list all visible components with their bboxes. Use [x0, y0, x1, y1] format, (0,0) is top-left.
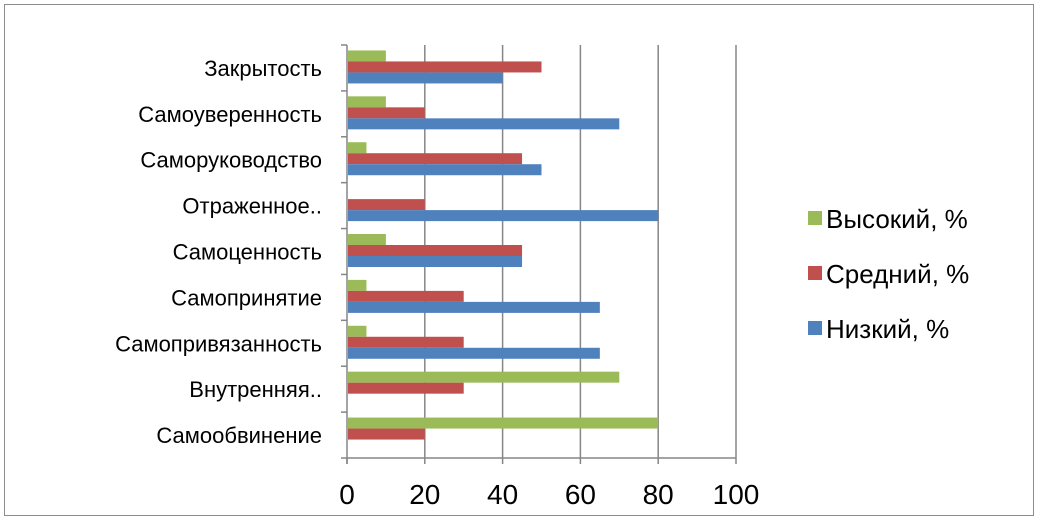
- bar-средний-самопринятие: [348, 290, 464, 302]
- category-label: Внутренняя..: [189, 377, 322, 402]
- category-label: Самообвинение: [156, 423, 322, 448]
- bar-средний-самоуверенность: [348, 107, 425, 119]
- bar-высокий-внутренняя: [348, 371, 620, 383]
- legend-label: Низкий, %: [826, 314, 949, 344]
- bar-низкий-отраженное: [348, 210, 659, 222]
- category-label: Самопринятие: [171, 285, 322, 310]
- bar-средний-внутренняя: [348, 382, 464, 394]
- category-labels: Самообвинение Внутренняя.. Самопривязаннос…: [115, 56, 322, 448]
- x-tick-label: 0: [339, 479, 355, 510]
- category-label: Самопривязанность: [115, 331, 322, 356]
- bar-средний-закрытость: [348, 61, 542, 73]
- bar-низкий-закрытость: [348, 72, 503, 84]
- bar-средний-отраженное: [348, 199, 425, 211]
- bar-средний-саморуководство: [348, 153, 523, 165]
- bar-средний-самообвинение: [348, 428, 425, 440]
- legend-swatch-низкий: [808, 321, 822, 335]
- bar-высокий-закрытость: [348, 50, 386, 62]
- bar-высокий-саморуководство: [348, 142, 367, 154]
- bar-низкий-самопринятие: [348, 301, 600, 313]
- x-tick-labels: 0 20 40 60 80 100: [339, 479, 759, 510]
- legend-label: Средний, %: [826, 259, 969, 289]
- x-tick-label: 20: [409, 479, 440, 510]
- bar-низкий-самоуверенность: [348, 118, 620, 130]
- x-tick-label: 40: [487, 479, 518, 510]
- category-label: Закрытость: [204, 56, 322, 81]
- legend-swatch-средний: [808, 266, 822, 280]
- x-tick-label: 80: [643, 479, 674, 510]
- bars: [348, 50, 659, 440]
- bar-высокий-самопривязанность: [348, 325, 367, 337]
- axes: [341, 44, 737, 464]
- x-tick-label: 100: [713, 479, 760, 510]
- category-label: Отраженное..: [182, 194, 322, 219]
- category-label: Самоценность: [173, 240, 322, 265]
- bar-высокий-самоуверенность: [348, 96, 386, 108]
- legend-label: Высокий, %: [826, 204, 968, 234]
- legend: Высокий, % Средний, % Низкий, %: [808, 204, 969, 344]
- bar-средний-самоценность: [348, 245, 523, 256]
- bar-высокий-самоценность: [348, 234, 386, 245]
- bar-высокий-самопринятие: [348, 279, 367, 291]
- bar-высокий-самообвинение: [348, 417, 659, 429]
- bar-низкий-самопривязанность: [348, 347, 600, 359]
- legend-swatch-высокий: [808, 211, 822, 225]
- bar-низкий-самоценность: [348, 256, 523, 267]
- x-tick-label: 60: [565, 479, 596, 510]
- bar-средний-самопривязанность: [348, 336, 464, 348]
- category-label: Саморуководство: [140, 148, 322, 173]
- category-label: Самоуверенность: [138, 102, 322, 127]
- bar-низкий-саморуководство: [348, 164, 542, 176]
